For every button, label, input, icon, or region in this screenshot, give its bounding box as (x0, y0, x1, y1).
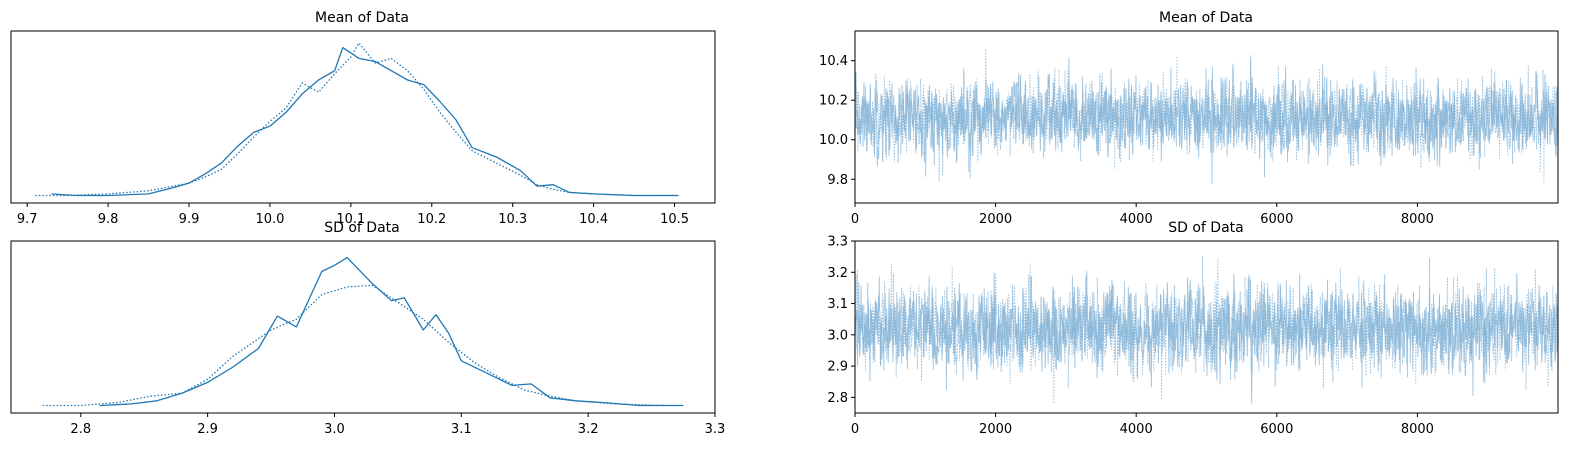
x-tick-label: 8000 (1401, 212, 1434, 227)
x-tick-label: 2000 (979, 212, 1012, 227)
y-tick-label: 10.0 (819, 133, 848, 148)
x-tick-label: 2.9 (197, 422, 218, 437)
x-tick-label: 10.0 (255, 212, 284, 227)
panel-title: Mean of Data (1159, 10, 1253, 26)
x-tick-label: 3.1 (451, 422, 472, 437)
axes-frame (10, 240, 716, 414)
axes-frame (854, 30, 1559, 204)
x-tick-label: 4000 (1120, 212, 1153, 227)
x-tick-label: 9.7 (17, 212, 38, 227)
y-tick-label: 10.2 (819, 94, 848, 109)
plot-area (10, 30, 716, 204)
kde-line-solid (51, 46, 679, 197)
x-tick-label: 10.4 (579, 212, 608, 227)
panel-mean-trace: Mean of Data 0 2000 4000 6000 8000 9.8 10.0 10… (819, 10, 1559, 227)
plot-area (854, 30, 1559, 204)
x-tick-label: 9.9 (179, 212, 200, 227)
x-tick-label: 10.1 (336, 212, 365, 227)
kde-line-dotted (35, 42, 675, 197)
x-tick-label: 8000 (1401, 422, 1434, 437)
x-tick-label: 10.2 (417, 212, 446, 227)
x-tick-label: 6000 (1260, 422, 1293, 437)
y-tick-label: 3.0 (827, 328, 848, 343)
x-tick-label: 9.8 (98, 212, 119, 227)
trace-line-chain-1 (854, 256, 1559, 404)
axes-frame (854, 240, 1559, 414)
panel-title: SD of Data (324, 220, 400, 236)
trace-line-chain-0 (854, 55, 1559, 184)
y-tick-label: 9.8 (827, 173, 848, 188)
y-tick-label: 2.8 (827, 391, 848, 406)
x-axis: 0 2000 4000 6000 8000 (851, 203, 1434, 227)
panel-title: Mean of Data (315, 10, 409, 26)
x-tick-label: 2000 (979, 422, 1012, 437)
panel-title: SD of Data (1168, 220, 1244, 236)
x-axis: 9.7 9.8 9.9 10.0 10.1 10.2 10.3 10.4 10.5 (17, 203, 689, 227)
x-tick-label: 0 (851, 212, 859, 227)
x-tick-label: 3.0 (324, 422, 345, 437)
plot-area (854, 240, 1559, 414)
y-tick-label: 2.9 (827, 360, 848, 375)
y-axis: 9.8 10.0 10.2 10.4 (819, 54, 855, 188)
axes-frame (10, 30, 716, 204)
x-axis: 2.8 2.9 3.0 3.1 3.2 3.3 (70, 413, 725, 437)
panel-sd-kde: 2.8 2.9 3.0 3.1 3.2 3.3 SD of Data (10, 220, 725, 437)
y-tick-label: 3.3 (827, 235, 848, 250)
y-tick-label: 3.2 (827, 266, 848, 281)
x-tick-label: 3.3 (705, 422, 726, 437)
panel-sd-trace: 0 2000 4000 6000 8000 2.8 2.9 3.0 3.1 3.2 3.3 SD … (827, 220, 1559, 437)
y-tick-label: 3.1 (827, 297, 848, 312)
x-tick-label: 4000 (1120, 422, 1153, 437)
x-axis: 0 2000 4000 6000 8000 (851, 413, 1434, 437)
panel-mean-kde: Mean of Data 9.7 9.8 9.9 10.0 10.1 10.2 10.3 10… (10, 10, 716, 227)
plot-area (10, 240, 716, 414)
kde-line-dotted (42, 284, 665, 407)
x-tick-label: 3.2 (578, 422, 599, 437)
x-tick-label: 2.8 (70, 422, 91, 437)
x-tick-label: 10.3 (498, 212, 527, 227)
kde-line-solid (99, 256, 684, 407)
trace-line-chain-1 (854, 48, 1559, 184)
y-axis: 2.8 2.9 3.0 3.1 3.2 3.3 (827, 235, 855, 406)
y-tick-label: 10.4 (819, 54, 848, 69)
x-tick-label: 10.5 (660, 212, 689, 227)
x-tick-label: 0 (851, 422, 859, 437)
x-tick-label: 6000 (1260, 212, 1293, 227)
